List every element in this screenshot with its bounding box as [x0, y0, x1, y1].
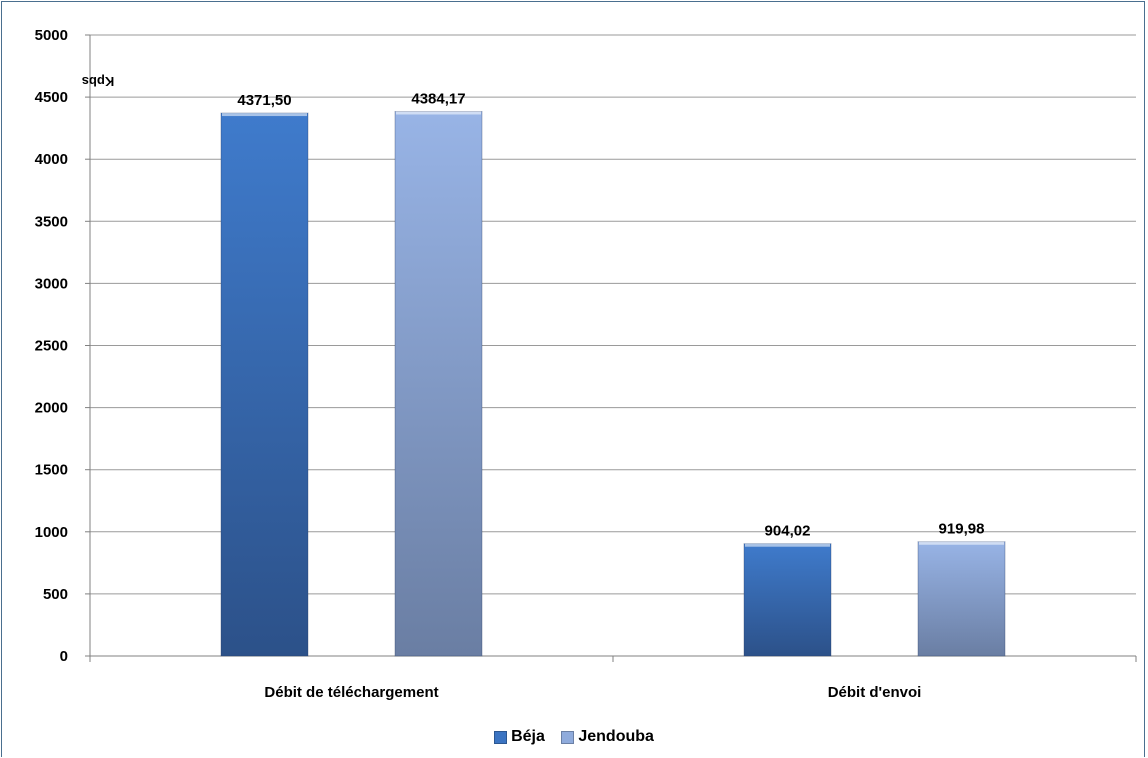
data-label: 904,02: [765, 523, 811, 540]
y-tick-label: 500: [43, 586, 68, 603]
bar-highlight: [919, 541, 1004, 545]
legend-label-jendouba: Jendouba: [578, 728, 654, 745]
bar-jendouba-0: [394, 110, 483, 657]
x-axis-categories: Débit de téléchargement Débit d'envoi: [264, 684, 921, 701]
bar-jendouba-1: [917, 541, 1006, 657]
legend-swatch-jendouba: [561, 730, 575, 744]
y-tick-label: 4500: [35, 89, 68, 106]
legend: Béja Jendouba: [0, 728, 1148, 749]
bar-highlight: [222, 113, 307, 117]
data-label: 919,98: [939, 521, 985, 538]
bar-béja-1: [743, 543, 832, 657]
y-axis-ticks: 0 500 1000 1500 2000 2500 3000 3500 4000 4500 5000: [35, 27, 1137, 665]
bar-highlight: [396, 111, 481, 115]
bars: [220, 110, 1006, 657]
y-tick-label: 2000: [35, 400, 68, 417]
y-axis-unit-label: Kpbs: [82, 74, 115, 89]
y-tick-label: 1000: [35, 524, 68, 541]
y-tick-label: 3500: [35, 213, 68, 230]
legend-item-beja: Béja: [494, 728, 545, 746]
y-tick-label: 3000: [35, 275, 68, 292]
x-category-label: Débit d'envoi: [828, 684, 922, 701]
y-tick-label: 0: [60, 648, 68, 665]
y-tick-label: 2500: [35, 338, 68, 355]
bar-béja-0: [220, 112, 309, 657]
data-label: 4371,50: [237, 92, 291, 109]
legend-swatch-beja: [494, 730, 508, 744]
y-tick-label: 5000: [35, 27, 68, 44]
legend-item-jendouba: Jendouba: [561, 728, 654, 746]
x-category-label: Débit de téléchargement: [264, 684, 438, 701]
data-label: 4384,17: [411, 90, 465, 107]
data-labels: 4371,50 4384,17 904,02 919,98: [237, 90, 984, 539]
bar-highlight: [745, 543, 830, 547]
y-tick-label: 1500: [35, 462, 68, 479]
y-tick-label: 4000: [35, 151, 68, 168]
legend-label-beja: Béja: [511, 728, 545, 745]
